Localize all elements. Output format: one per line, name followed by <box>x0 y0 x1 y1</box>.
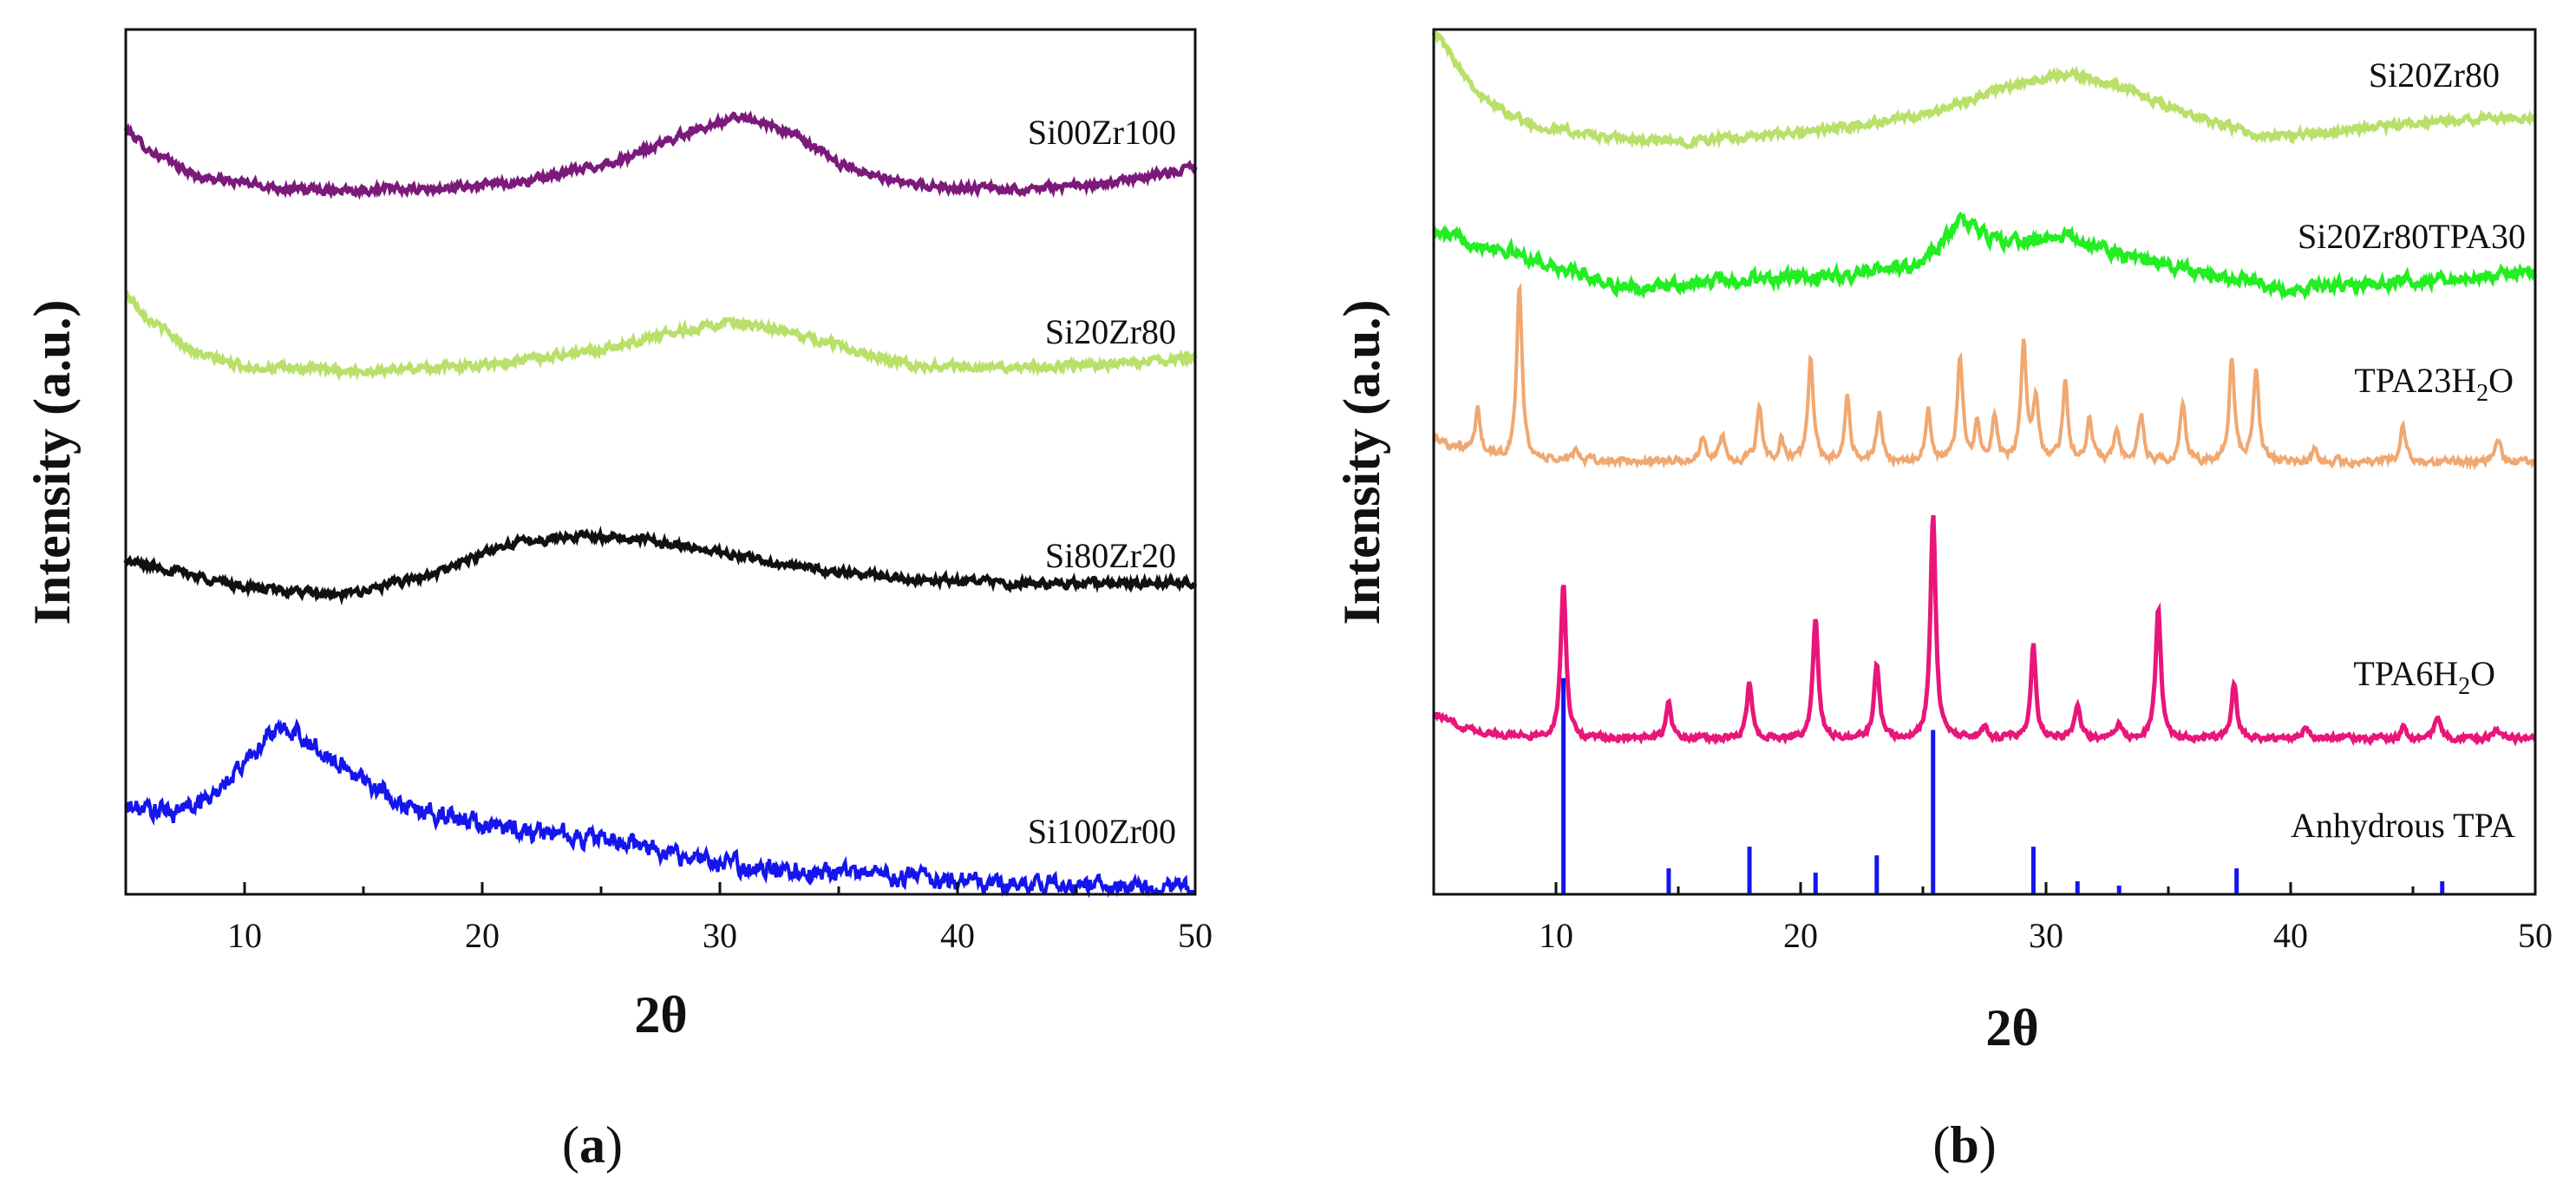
panel-a-y-axis-title: Intensity (a.u.) <box>23 299 81 625</box>
panel-b-series-label-si20zr80: Si20Zr80 <box>2369 56 2500 95</box>
panel-b-x-axis-title: 2θ <box>1985 999 2038 1056</box>
panel-a-series-si100zr00-line <box>124 717 1195 899</box>
panel-a-x-tick-label: 10 <box>227 916 262 955</box>
panel-b-x-tick-label: 40 <box>2273 916 2308 955</box>
panel-b-reference-sticks <box>1561 677 2445 894</box>
panel-b-plot-frame <box>1432 28 2537 896</box>
panel-a-label: (a) <box>562 1116 623 1174</box>
panel-b-label: (b) <box>1932 1116 1996 1174</box>
panel-b-series-si20zr80tpa30-line <box>1432 212 2538 302</box>
panel-b-series-si20zr80-line <box>1431 29 2538 150</box>
panel-a-series-label-si100zr00: Si100Zr00 <box>1028 812 1176 851</box>
panel-b-x-tick-label: 50 <box>2518 916 2553 955</box>
panel-a-x-axis-title: 2θ <box>634 986 687 1043</box>
panel-a-x-tick-label: 50 <box>1178 916 1213 955</box>
panel-b-series-tpa6h2o-line <box>1431 514 2537 747</box>
panel-a-series-si00zr100-line <box>123 110 1198 200</box>
panel-a: 10 20 30 40 50 2θ Intensity (a.u.) Si00Z… <box>23 28 1213 1174</box>
panel-a-plot-frame <box>124 28 1197 896</box>
panel-a-series-label-si80zr20: Si80Zr20 <box>1045 536 1176 575</box>
panel-b-x-axis: 10 20 30 40 50 <box>1539 882 2553 955</box>
panel-b-series-label-tpa6h2o: TPA6H2O <box>2353 654 2495 700</box>
panel-a-x-tick-label: 40 <box>940 916 975 955</box>
panel-b-x-tick-label: 10 <box>1539 916 1573 955</box>
panel-b-y-axis-title: Intensity (a.u.) <box>1333 299 1390 625</box>
panel-b-x-tick-label: 30 <box>2029 916 2063 955</box>
panel-a-series-label-si20zr80: Si20Zr80 <box>1045 312 1176 351</box>
panel-b-series-label-tpa23h2o: TPA23H2O <box>2354 361 2514 407</box>
panel-a-series-si20zr80-line <box>124 290 1198 382</box>
panel-a-series-label-si00zr100: Si00Zr100 <box>1028 113 1176 152</box>
panel-b-series-tpa23h2o-line <box>1432 282 2537 471</box>
panel-b-x-tick-label: 20 <box>1783 916 1818 955</box>
panel-a-x-tick-label: 20 <box>465 916 500 955</box>
panel-a-x-axis: 10 20 30 40 50 <box>227 882 1213 955</box>
panel-a-series-si80zr20-line <box>123 525 1198 606</box>
panel-b-series-label-si20zr80tpa30: Si20Zr80TPA30 <box>2298 217 2526 256</box>
panel-a-x-tick-label: 30 <box>703 916 737 955</box>
panel-b: 10 20 30 40 50 2θ Intensity (a.u.) Si20Z… <box>1333 28 2553 1174</box>
panel-b-reference-label: Anhydrous TPA <box>2291 806 2515 845</box>
